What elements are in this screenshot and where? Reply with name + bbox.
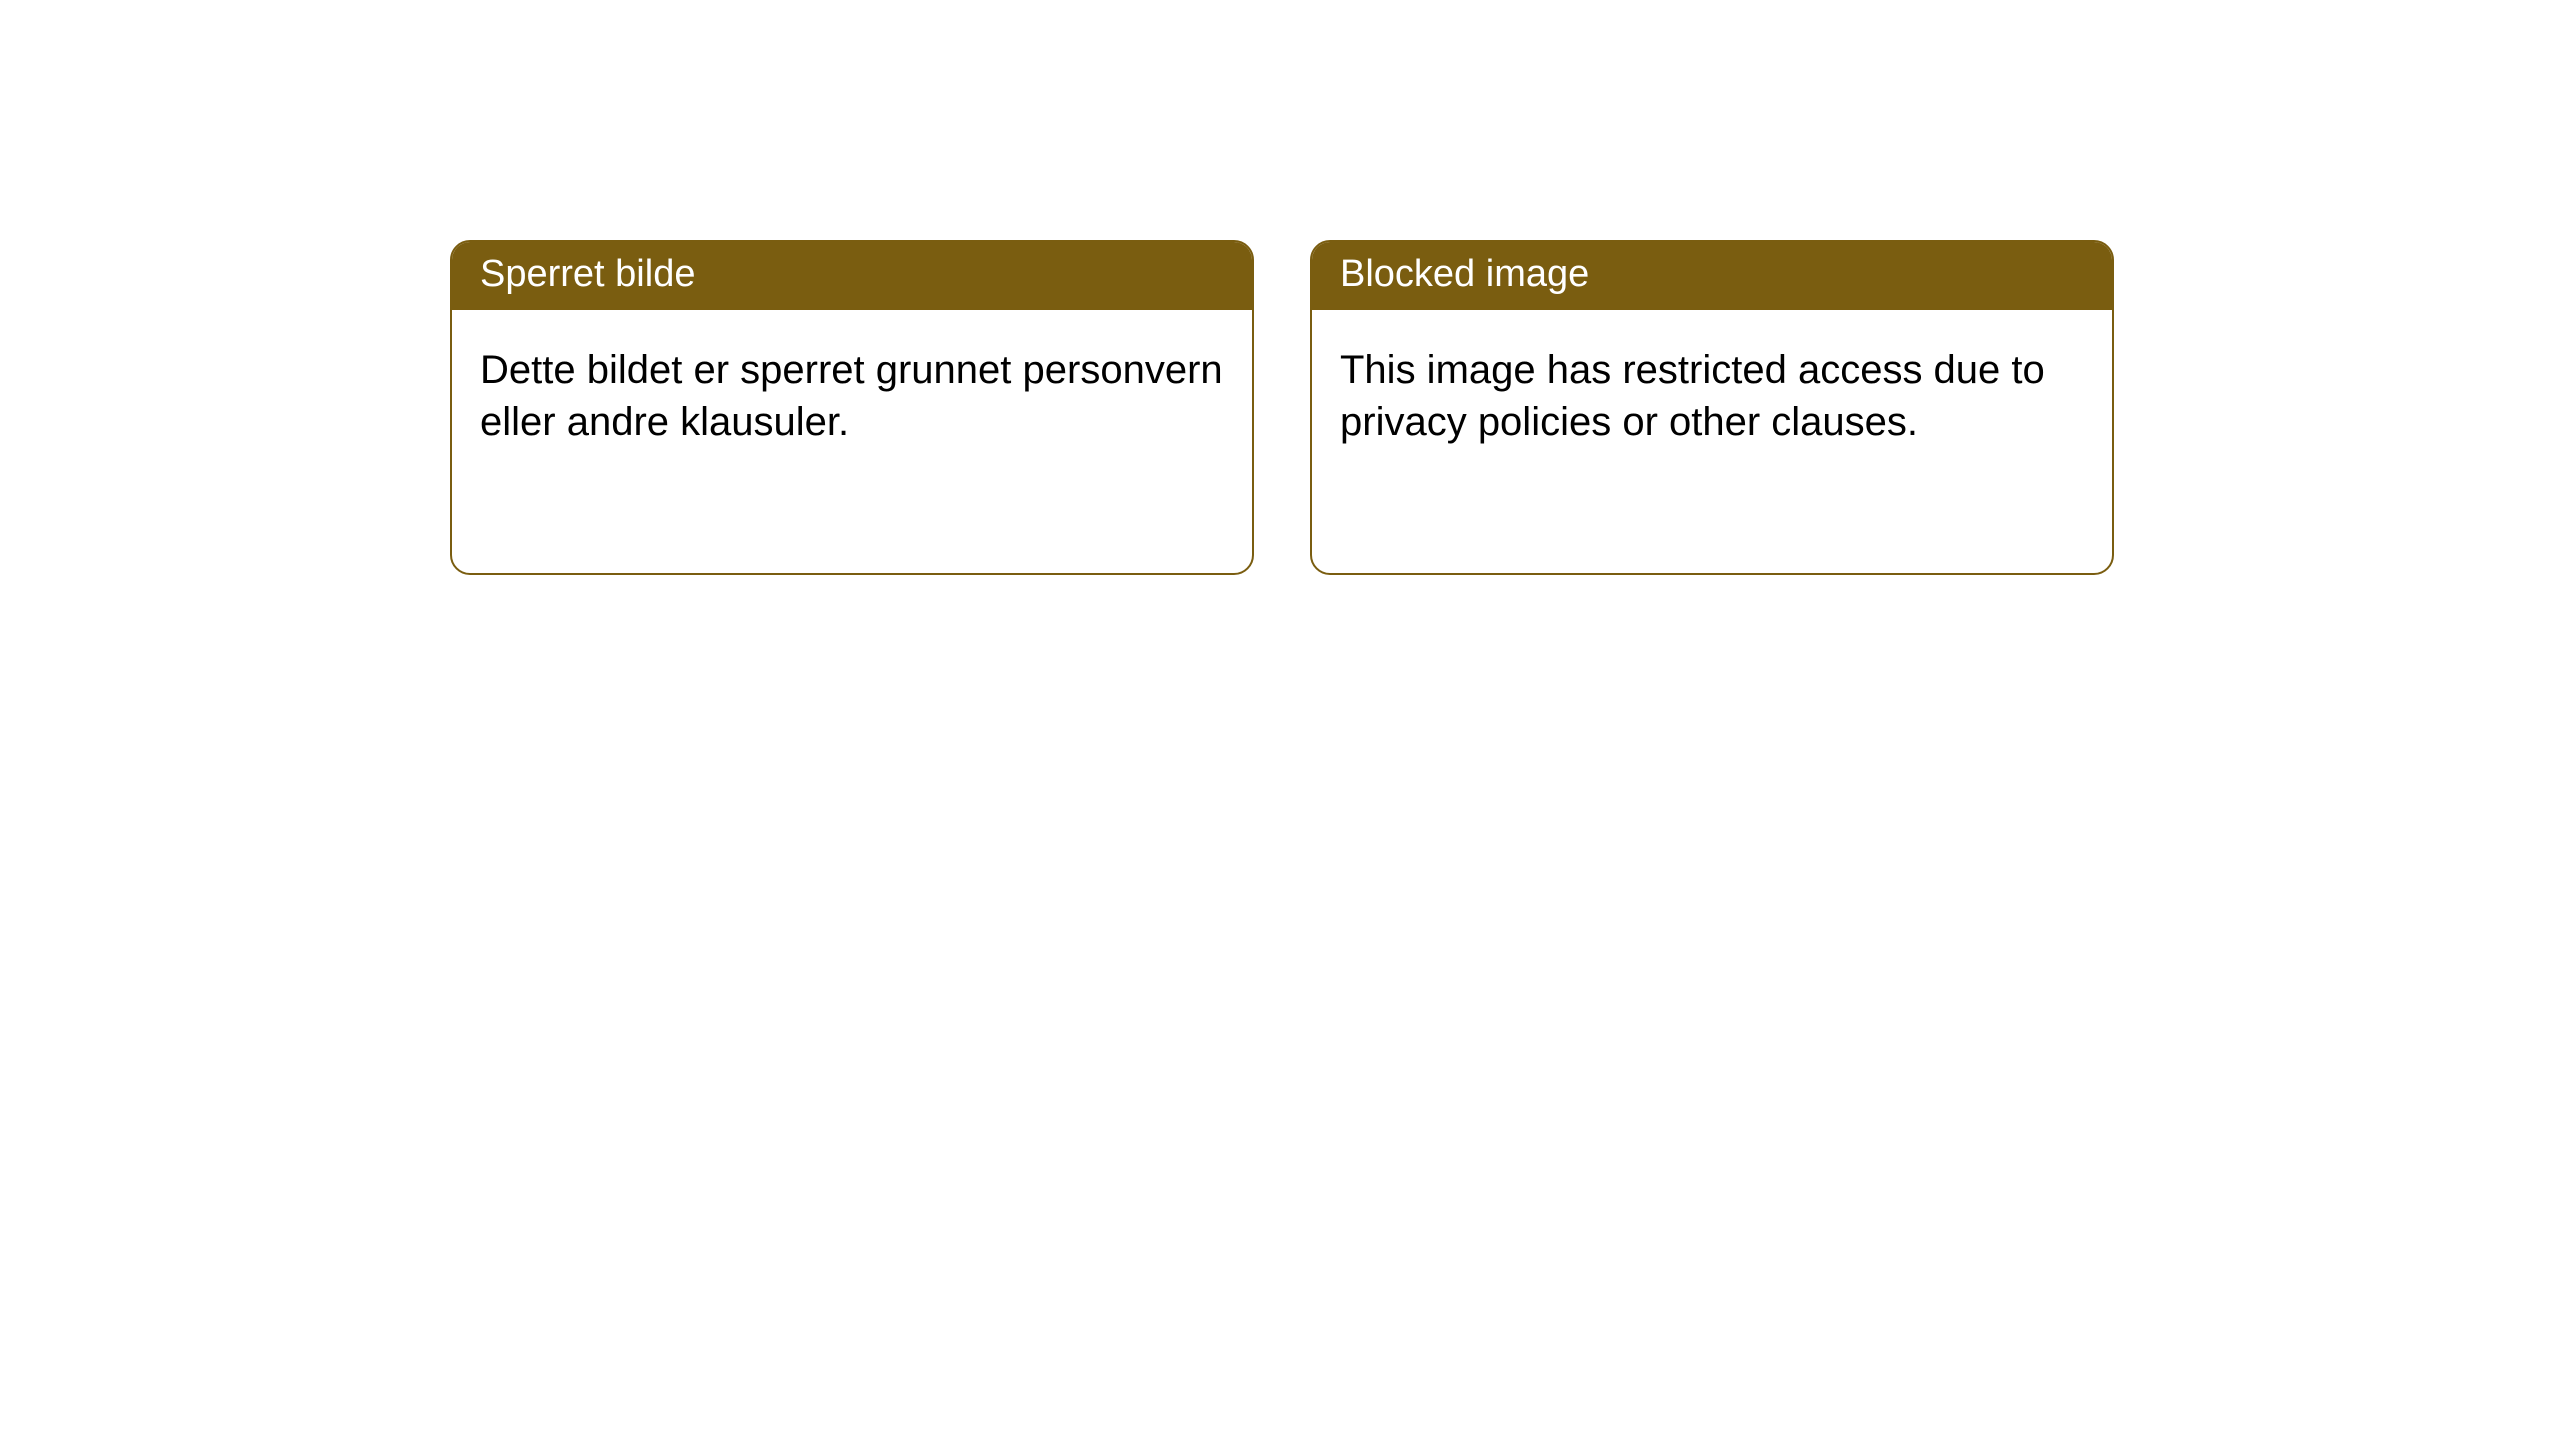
- notice-cards-container: Sperret bilde Dette bildet er sperret gr…: [0, 0, 2560, 575]
- notice-card-english: Blocked image This image has restricted …: [1310, 240, 2114, 575]
- notice-card-norwegian: Sperret bilde Dette bildet er sperret gr…: [450, 240, 1254, 575]
- card-body-text: Dette bildet er sperret grunnet personve…: [452, 310, 1252, 482]
- card-title: Blocked image: [1312, 242, 2112, 310]
- card-body-text: This image has restricted access due to …: [1312, 310, 2112, 482]
- card-title: Sperret bilde: [452, 242, 1252, 310]
